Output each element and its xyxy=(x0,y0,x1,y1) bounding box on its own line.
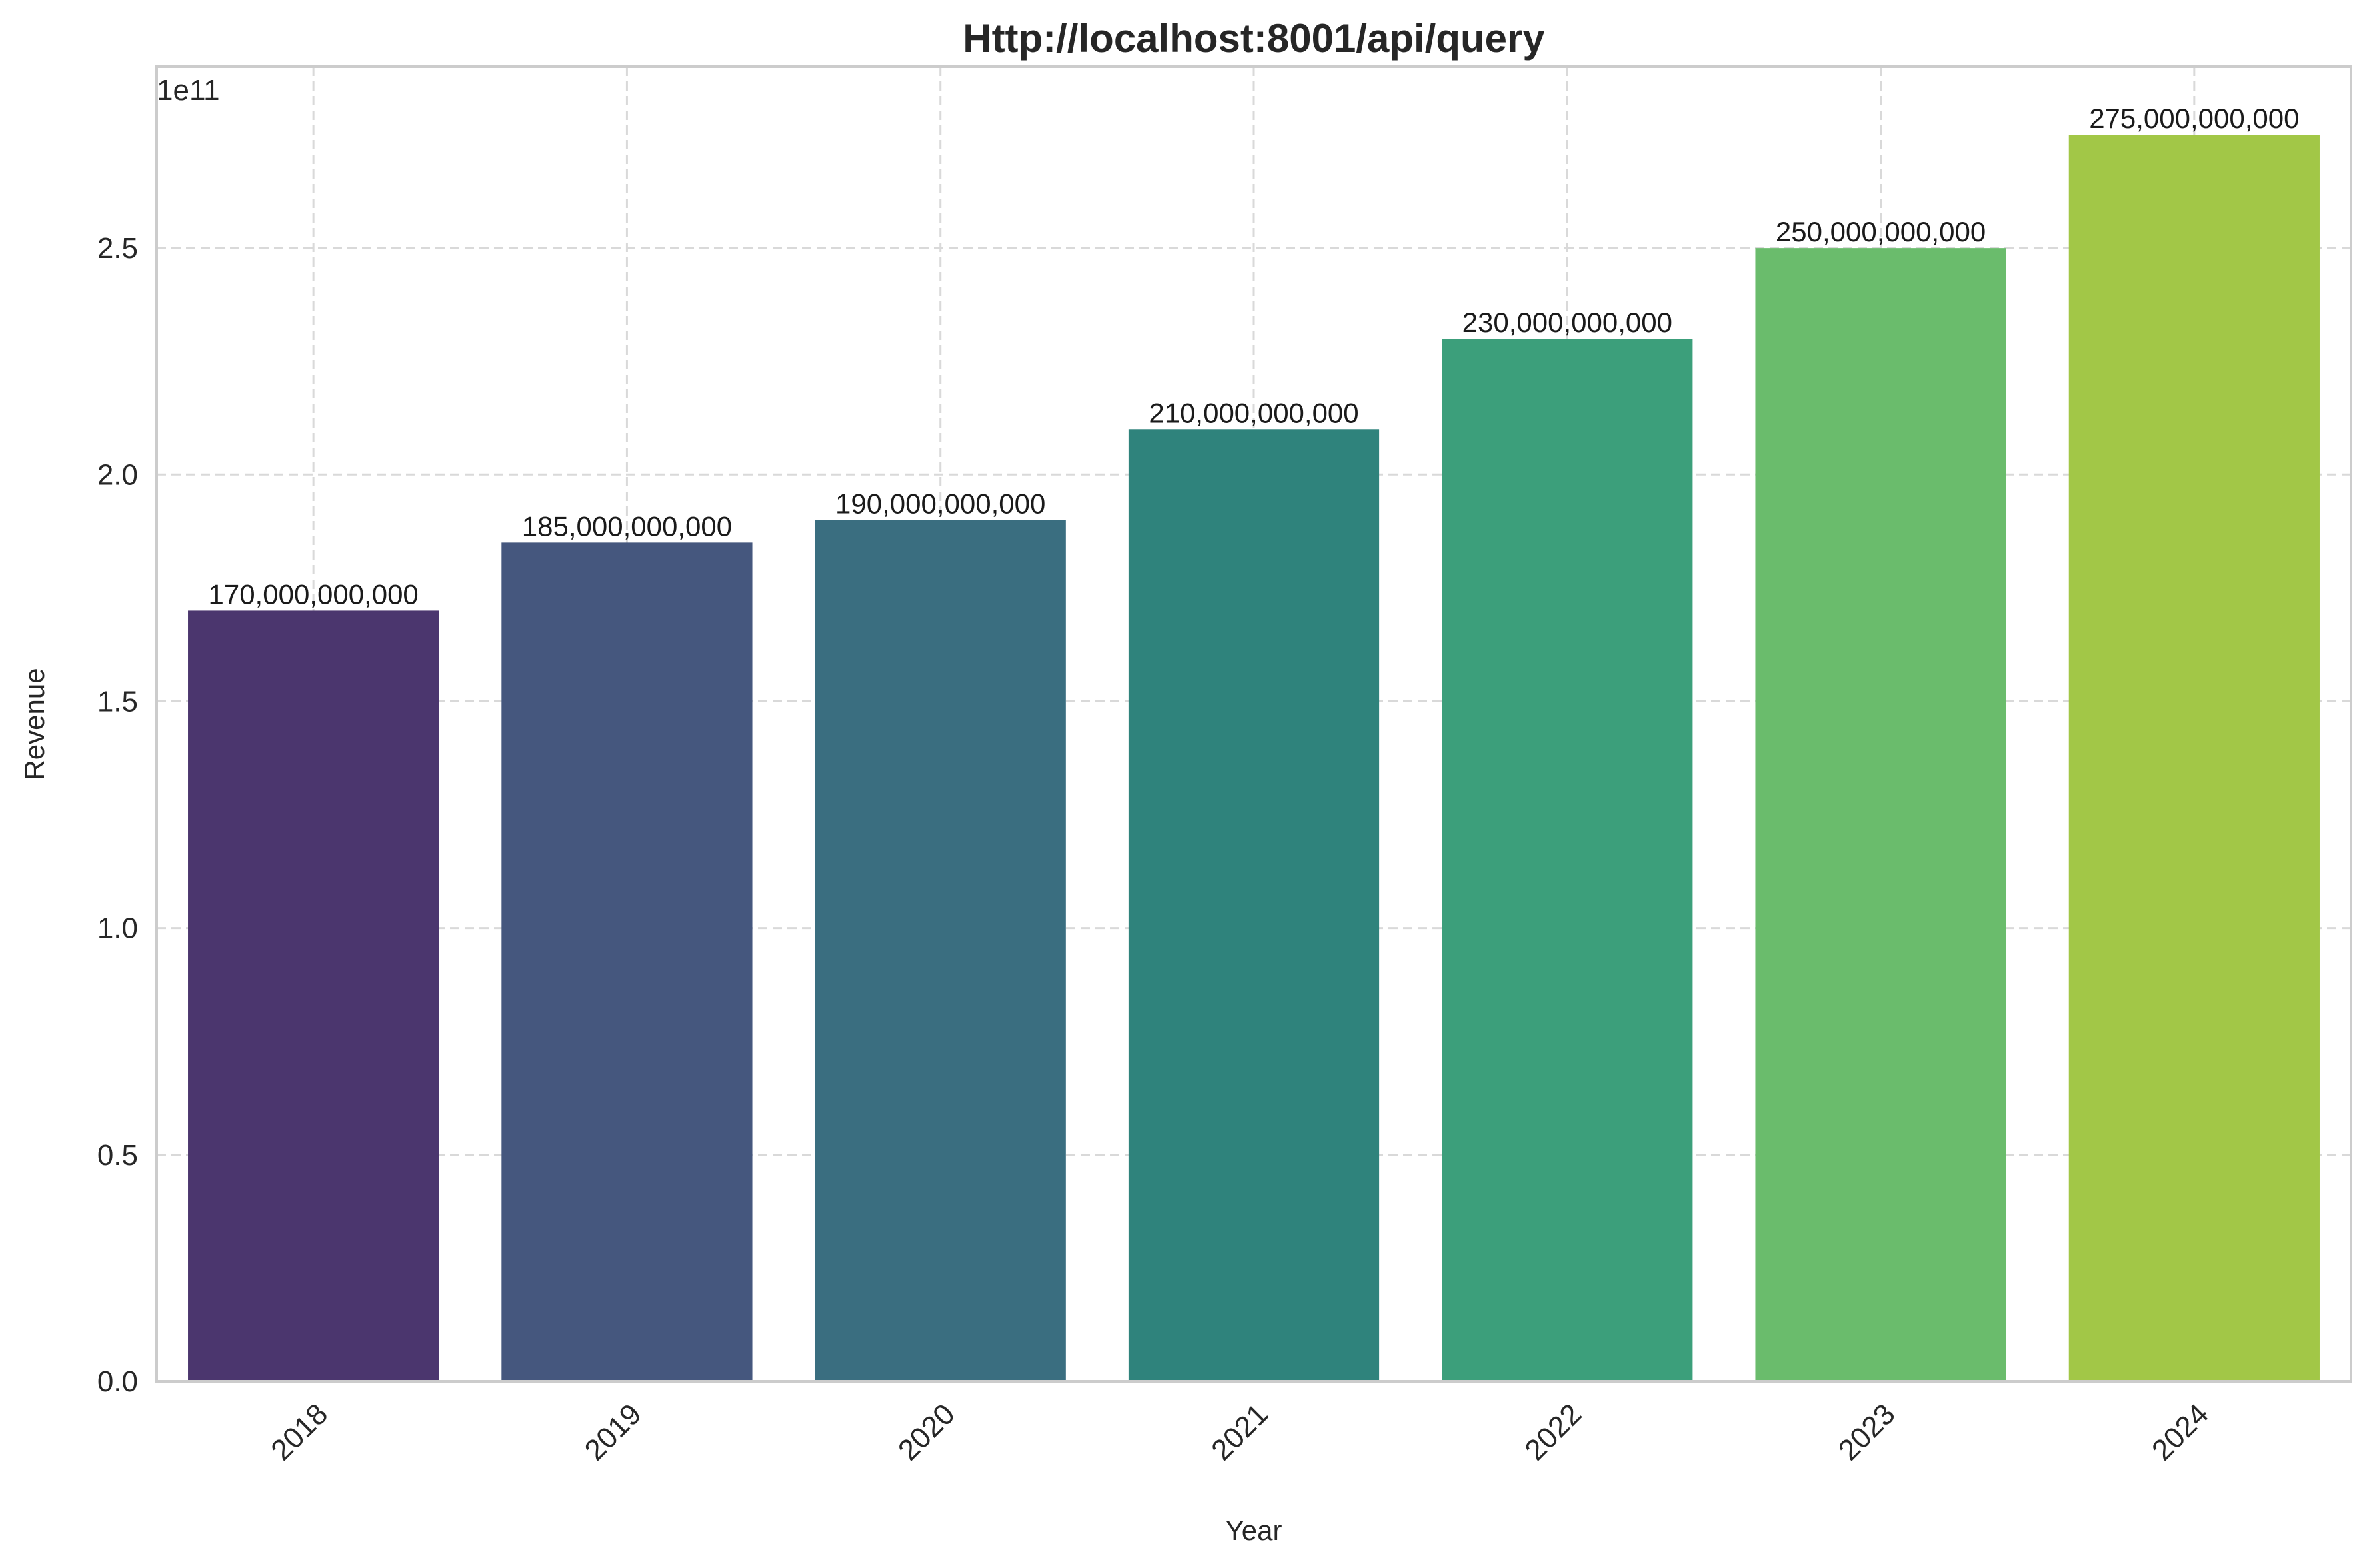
x-tick-label: 2018 xyxy=(265,1397,334,1467)
x-tick-label: 2022 xyxy=(1518,1397,1588,1467)
y-axis-offset-label: 1e11 xyxy=(157,74,220,107)
bar-value-label: 210,000,000,000 xyxy=(1149,397,1358,428)
x-tick-label: 2023 xyxy=(1832,1397,1902,1467)
bar xyxy=(2068,135,2320,1381)
bar xyxy=(188,610,439,1381)
bar xyxy=(501,542,753,1381)
plot-frame xyxy=(155,65,2352,1383)
y-tick-label: 2.5 xyxy=(97,232,138,265)
bar-layer xyxy=(188,135,2320,1381)
x-axis-label: Year xyxy=(1226,1515,1282,1546)
bar-value-label: 185,000,000,000 xyxy=(522,510,732,542)
bar-value-label: 170,000,000,000 xyxy=(208,578,418,610)
bar-label-layer: 170,000,000,000 185,000,000,000 190,000,00… xyxy=(208,103,2299,610)
y-tick-label: 1.0 xyxy=(97,912,138,945)
bar-value-label: 230,000,000,000 xyxy=(1462,307,1672,338)
chart-title: Http://localhost:8001/api/query xyxy=(963,16,1545,61)
bar xyxy=(1128,429,1380,1381)
x-tick-label: 2024 xyxy=(2146,1397,2215,1467)
x-tick-label: 2019 xyxy=(579,1397,648,1467)
bar xyxy=(815,520,1066,1381)
x-tick-label: 2020 xyxy=(892,1397,961,1467)
y-tick-label: 0.0 xyxy=(97,1365,138,1398)
bar-value-label: 250,000,000,000 xyxy=(1776,216,1986,247)
y-tick-label: 1.5 xyxy=(97,685,138,718)
bar-value-label: 275,000,000,000 xyxy=(2089,103,2299,134)
y-tick-label: 2.0 xyxy=(97,458,138,491)
y-axis-label: Revenue xyxy=(19,668,50,780)
y-tick-label: 0.5 xyxy=(97,1139,138,1172)
x-tick-label: 2021 xyxy=(1205,1397,1274,1467)
bar xyxy=(1442,339,1693,1381)
bar-value-label: 190,000,000,000 xyxy=(835,488,1045,519)
bar xyxy=(1755,248,2006,1381)
